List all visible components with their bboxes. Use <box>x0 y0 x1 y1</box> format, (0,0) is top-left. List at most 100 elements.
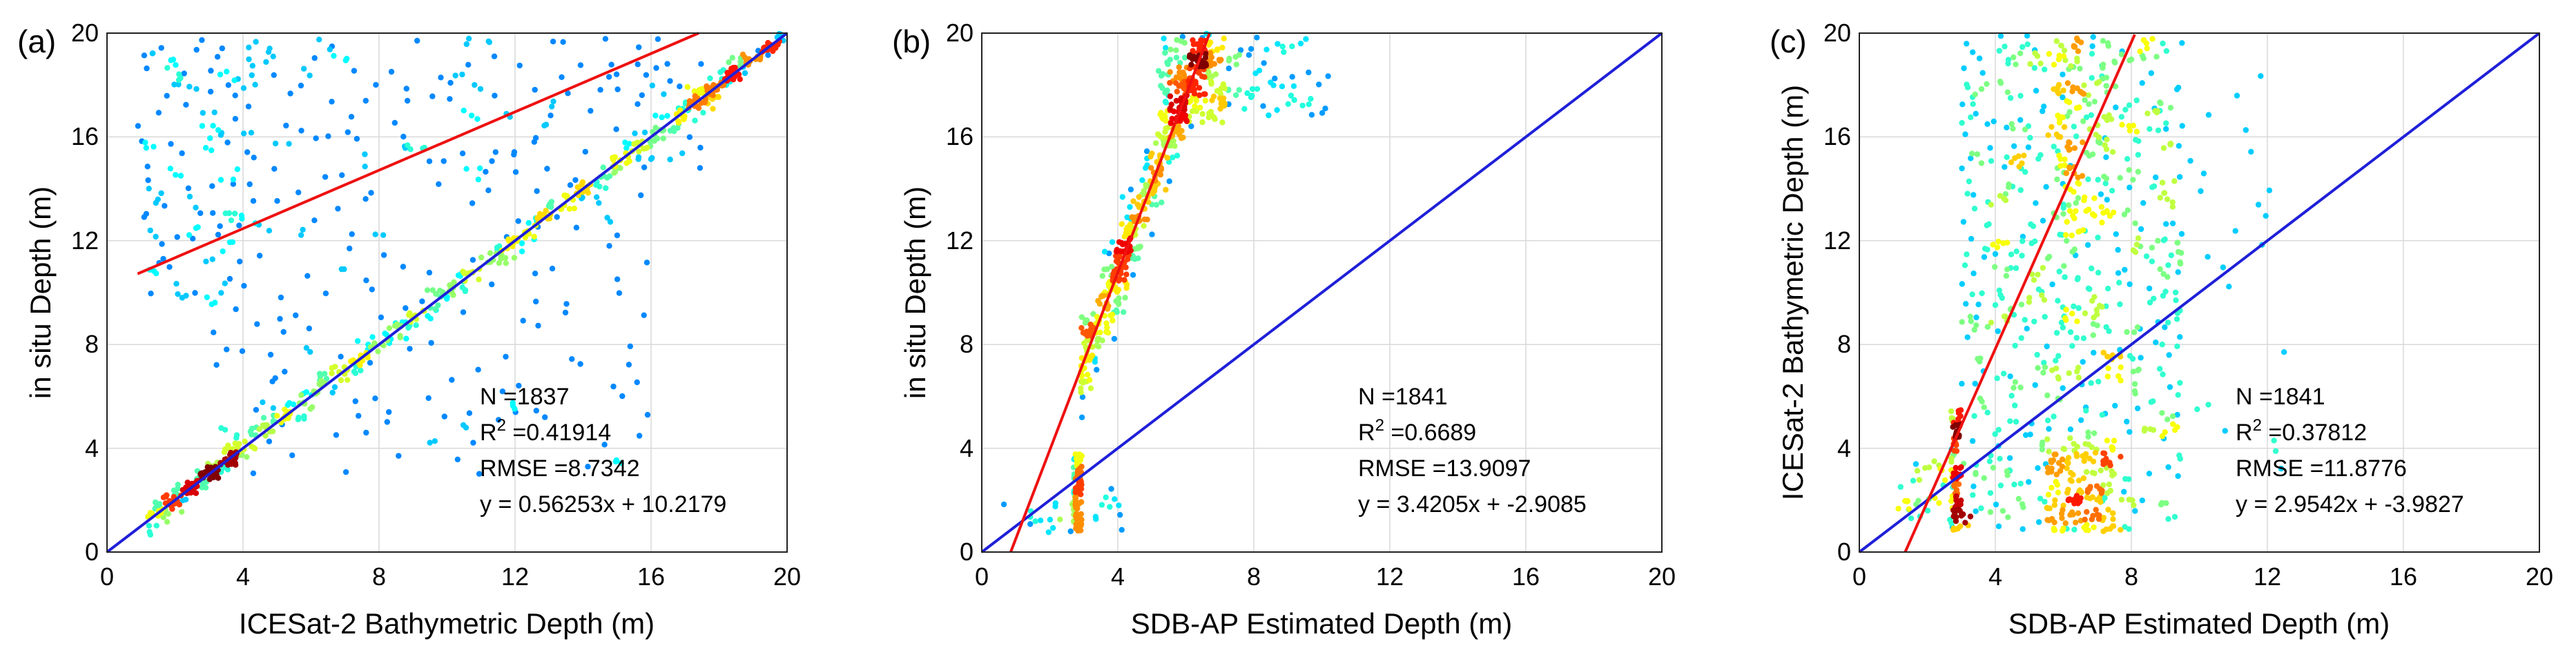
data-point <box>1118 527 1125 533</box>
stat-rmse: RMSE =8.7342 <box>480 455 640 482</box>
data-point <box>2089 43 2095 50</box>
y-tick-label: 20 <box>1823 19 1851 47</box>
data-point <box>2133 97 2140 104</box>
data-point <box>413 322 419 328</box>
data-point <box>1172 143 1178 149</box>
data-point <box>1193 97 1199 104</box>
data-point <box>1979 290 1985 297</box>
data-point <box>2051 413 2057 420</box>
x-tick-labels: 0 4 8 12 16 20 <box>975 562 1676 591</box>
data-point <box>2165 319 2171 326</box>
data-point <box>2004 89 2011 95</box>
data-point <box>447 96 453 102</box>
panel-b: 0 4 8 12 16 20 0 4 8 12 16 20 (b) SDB-AP… <box>892 19 1676 640</box>
data-point <box>1999 508 2006 514</box>
data-point <box>1219 44 1226 51</box>
data-point <box>2017 384 2024 391</box>
data-point <box>1987 490 1994 496</box>
stat-equation: y = 2.9542x + -3.9827 <box>2236 491 2464 518</box>
data-point <box>2040 217 2046 224</box>
data-point <box>316 37 322 43</box>
data-point <box>579 181 585 188</box>
data-point <box>141 214 147 220</box>
data-point <box>304 273 311 279</box>
data-point <box>2006 184 2012 190</box>
data-point <box>1094 342 1100 348</box>
data-point <box>1078 414 1085 420</box>
data-point <box>1113 307 1120 313</box>
data-point <box>2002 164 2008 170</box>
data-point <box>2170 421 2176 427</box>
data-point <box>474 116 481 122</box>
data-point <box>2018 335 2024 342</box>
data-point <box>706 85 713 91</box>
data-point <box>2050 457 2057 464</box>
data-point <box>1289 74 1295 80</box>
data-point <box>1122 295 1128 301</box>
data-point <box>487 250 494 256</box>
data-point <box>559 74 565 80</box>
data-point <box>1964 84 1971 90</box>
x-tick-label: 16 <box>1512 562 1540 591</box>
data-point <box>2147 126 2153 132</box>
data-point <box>1950 424 1956 430</box>
data-point <box>534 188 540 195</box>
data-point <box>1155 68 1162 74</box>
data-point <box>2157 195 2163 201</box>
data-point <box>2166 352 2172 358</box>
data-point <box>2105 365 2111 371</box>
data-point <box>2024 326 2030 332</box>
data-point <box>1108 486 1114 492</box>
data-point <box>1067 528 1074 535</box>
data-point <box>535 322 541 329</box>
data-point <box>1964 251 1970 257</box>
data-point <box>1103 320 1110 326</box>
data-point <box>644 411 651 418</box>
data-point <box>1955 408 1962 414</box>
data-point <box>531 233 537 240</box>
data-point <box>2081 458 2087 464</box>
data-point <box>173 281 180 287</box>
data-point <box>2205 254 2211 260</box>
data-point <box>697 165 704 171</box>
data-point <box>239 215 245 222</box>
data-point <box>2080 475 2087 482</box>
data-point <box>1141 223 1147 229</box>
stat-n: N =1841 <box>1358 384 1448 410</box>
data-point <box>2048 469 2055 475</box>
data-point <box>1221 85 1228 92</box>
data-point <box>159 241 165 247</box>
y-tick-label: 0 <box>85 538 99 566</box>
x-axis-label: SDB-AP Estimated Depth (m) <box>1131 607 1512 640</box>
data-point <box>2060 87 2066 94</box>
data-point <box>220 248 226 255</box>
data-point <box>174 234 180 240</box>
data-point <box>2103 175 2110 181</box>
data-point <box>2000 371 2007 377</box>
data-point <box>1981 404 1987 411</box>
data-point <box>2044 255 2051 262</box>
fit-line-group <box>137 32 699 275</box>
data-point <box>2091 195 2098 201</box>
data-point <box>1970 49 1976 55</box>
scatter-points <box>1895 32 2287 535</box>
data-point <box>701 99 708 106</box>
data-point <box>2187 157 2194 164</box>
data-point <box>2164 196 2171 202</box>
data-point <box>271 166 278 172</box>
data-point <box>309 404 316 411</box>
data-point <box>1178 38 1184 44</box>
data-point <box>2071 188 2077 195</box>
data-point <box>1288 92 1295 99</box>
data-point <box>2157 266 2163 273</box>
data-point <box>1180 135 1186 141</box>
data-point <box>252 81 258 88</box>
data-point <box>200 110 206 116</box>
data-point <box>2100 38 2107 44</box>
data-point <box>1206 110 1212 117</box>
data-point <box>1057 516 1063 522</box>
data-point <box>185 185 192 191</box>
data-point <box>2174 343 2180 350</box>
data-point <box>565 90 571 97</box>
data-point <box>465 61 472 68</box>
